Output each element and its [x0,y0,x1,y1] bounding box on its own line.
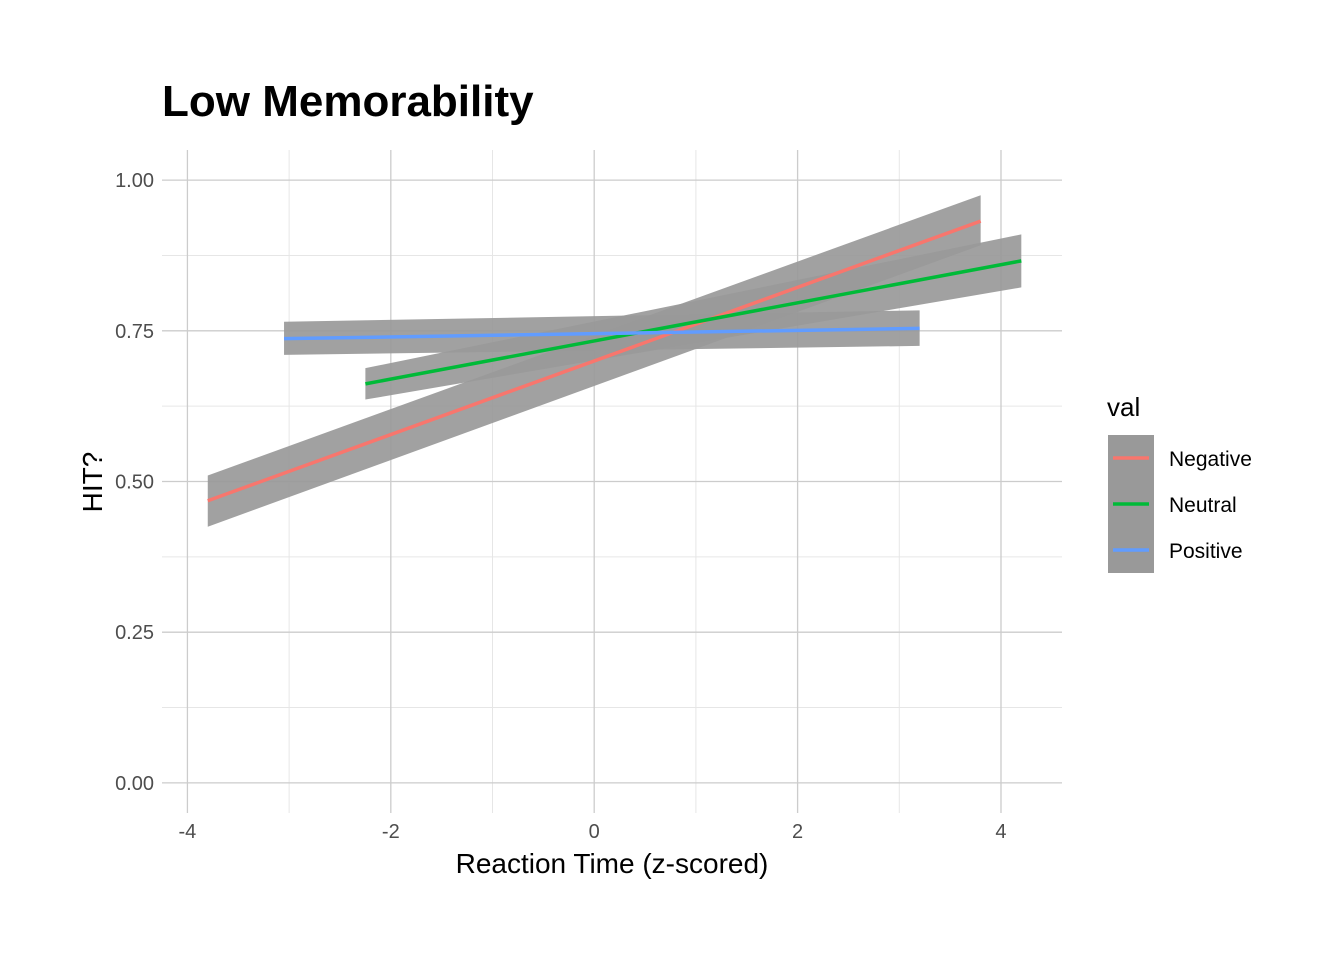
legend-label-negative: Negative [1169,448,1252,471]
x-tick-label: -2 [382,821,400,843]
chart-title: Low Memorability [162,77,534,126]
y-tick-label: 0.00 [115,773,154,795]
y-axis-ticks: 0.00 0.25 0.50 0.75 1.00 [115,170,154,795]
legend-label-positive: Positive [1169,540,1243,563]
series-lines [207,219,1022,503]
x-axis-ticks: -4 -2 0 2 4 [179,821,1007,843]
legend-label-neutral: Neutral [1169,494,1237,517]
series-line-negative [207,219,982,503]
y-tick-label: 0.75 [115,321,154,343]
x-tick-label: 2 [792,821,803,843]
x-tick-label: -4 [179,821,197,843]
series-line-neutral [365,259,1022,386]
legend: val Negative Neutral Positive [1107,392,1252,573]
x-axis-title: Reaction Time (z-scored) [456,848,769,879]
legend-title: val [1107,392,1140,422]
x-tick-label: 4 [995,821,1006,843]
y-tick-label: 1.00 [115,170,154,192]
series-line-positive [284,326,920,341]
y-axis-title: HIT? [77,452,108,513]
x-tick-label: 0 [589,821,600,843]
y-tick-label: 0.50 [115,472,154,494]
y-tick-label: 0.25 [115,622,154,644]
